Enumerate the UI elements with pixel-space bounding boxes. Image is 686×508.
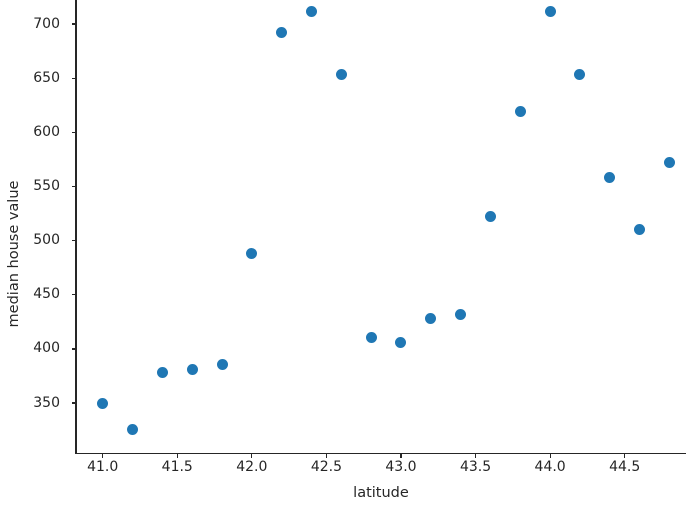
- scatter-point: [395, 336, 407, 348]
- y-axis-label: median house value: [6, 180, 22, 328]
- scatter-point: [305, 5, 317, 17]
- x-tick: [624, 453, 626, 458]
- scatter-point: [634, 224, 646, 236]
- x-tick: [176, 453, 178, 458]
- x-tick-label: 42.0: [236, 459, 268, 475]
- y-tick-label: 500: [33, 232, 60, 249]
- y-tick-label: 650: [33, 69, 60, 86]
- x-tick-label: 43.5: [459, 459, 492, 475]
- y-tick: [71, 185, 76, 188]
- scatter-point: [246, 248, 258, 260]
- y-tick-label: 400: [33, 340, 60, 357]
- scatter-point: [574, 69, 586, 81]
- y-tick-label: 550: [33, 177, 60, 194]
- scatter-point: [127, 423, 139, 435]
- scatter-point: [514, 106, 526, 118]
- x-tick-label: 43.0: [385, 459, 417, 475]
- y-tick-label: 700: [33, 15, 60, 32]
- scatter-point: [484, 211, 496, 223]
- x-tick: [251, 453, 253, 458]
- x-tick: [474, 453, 477, 458]
- x-tick: [549, 453, 551, 458]
- scatter-point: [455, 308, 467, 320]
- y-tick: [71, 240, 76, 242]
- y-tick-label: 350: [33, 394, 60, 411]
- scatter-point: [216, 358, 228, 370]
- x-tick-label: 44.5: [609, 459, 641, 475]
- scatter-point: [425, 313, 437, 325]
- y-tick: [71, 23, 76, 25]
- scatter-point: [365, 331, 377, 343]
- y-tick: [71, 77, 76, 79]
- y-tick: [71, 348, 76, 350]
- scatter-point: [156, 367, 168, 379]
- scatter-point: [186, 364, 198, 375]
- y-tick-label: 450: [33, 286, 60, 303]
- x-axis-spine: [75, 452, 686, 454]
- x-axis-label: latitude: [353, 485, 409, 501]
- scatter-point: [276, 27, 288, 39]
- scatter-point: [335, 69, 347, 81]
- y-tick-label: 600: [33, 123, 60, 140]
- y-tick: [71, 294, 76, 296]
- x-tick-label: 41.0: [87, 459, 119, 475]
- y-axis-spine: [75, 0, 77, 454]
- scatter-point: [544, 5, 556, 17]
- x-tick-label: 42.5: [310, 459, 342, 475]
- x-tick-label: 41.5: [161, 459, 193, 475]
- x-tick: [400, 453, 402, 458]
- x-tick: [102, 453, 104, 458]
- x-tick: [325, 453, 327, 458]
- scatter-point: [604, 172, 616, 184]
- x-tick-label: 44.0: [534, 459, 566, 475]
- scatter-point: [663, 157, 675, 169]
- scatter-point: [97, 397, 109, 409]
- y-tick: [71, 402, 76, 404]
- y-tick: [71, 131, 76, 133]
